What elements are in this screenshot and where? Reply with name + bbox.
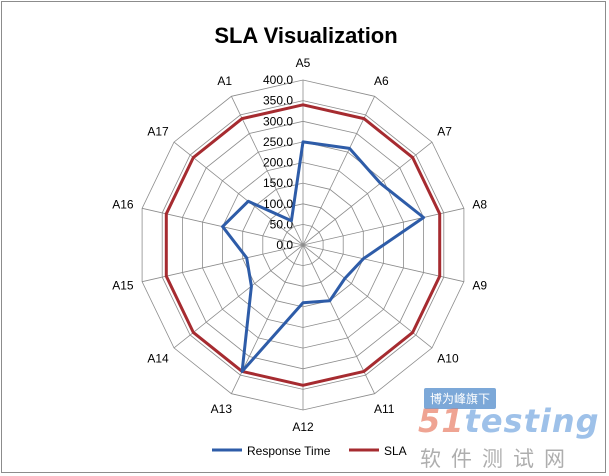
watermark-logo: 51testing [418, 402, 600, 440]
radial-tick-label: 0.0 [276, 238, 293, 252]
radial-tick-label: 50.0 [270, 217, 294, 231]
category-label: A13 [211, 402, 233, 416]
watermark-logo-number: 51 [418, 402, 465, 440]
category-label: A14 [147, 352, 169, 366]
category-label: A5 [296, 56, 311, 70]
radial-tick-label: 150.0 [263, 176, 293, 190]
category-label: A12 [292, 420, 314, 434]
legend-label-sla: SLA [384, 444, 407, 458]
category-labels: A5 A6 A7 A8 A9 A10 A11 A12 A13 A14 A15 A16 A17 A1 [112, 56, 487, 434]
watermark-tag: 博为峰旗下 [424, 388, 497, 409]
watermark: 博为峰旗下 51testing 软件测试网 [418, 388, 603, 472]
grid-spoke [302, 244, 433, 349]
watermark-logo-text: testing [464, 402, 600, 440]
radial-tick-labels: 0.0 50.0 100.0 150.0 200.0 250.0 300.0 350.0 400… [263, 73, 293, 252]
grid-spoke [302, 244, 464, 283]
category-label: A10 [437, 352, 459, 366]
legend-label-response-time: Response Time [247, 444, 331, 458]
category-label: A7 [437, 125, 452, 139]
chart-title: SLA Visualization [214, 23, 397, 48]
watermark-subtitle: 软件测试网 [420, 448, 575, 471]
radial-tick-label: 250.0 [263, 135, 293, 149]
radial-tick-label: 300.0 [263, 114, 293, 128]
series-group [164, 103, 442, 387]
grid-spoke [302, 207, 464, 246]
category-label: A15 [112, 279, 134, 293]
category-label: A8 [472, 198, 487, 212]
radial-tick-label: 200.0 [263, 156, 293, 170]
grid-spoke [302, 244, 375, 394]
category-label: A1 [217, 74, 232, 88]
category-label: A17 [147, 125, 169, 139]
category-label: A11 [374, 402, 395, 416]
grid-spoke [173, 141, 304, 246]
radial-tick-label: 400.0 [263, 73, 293, 87]
grid-spoke [173, 244, 304, 349]
grid-spoke [302, 141, 433, 246]
grid-spoke [302, 96, 375, 246]
grid-spoke [142, 244, 304, 283]
legend: Response Time SLA [212, 444, 407, 458]
category-label: A16 [112, 198, 134, 212]
radial-tick-label: 100.0 [263, 197, 293, 211]
radar-grid [141, 79, 465, 411]
category-label: A6 [374, 74, 389, 88]
series-line-sla [164, 103, 442, 387]
series-line-response-time [221, 140, 426, 373]
radial-tick-label: 350.0 [263, 94, 293, 108]
category-label: A9 [472, 279, 487, 293]
